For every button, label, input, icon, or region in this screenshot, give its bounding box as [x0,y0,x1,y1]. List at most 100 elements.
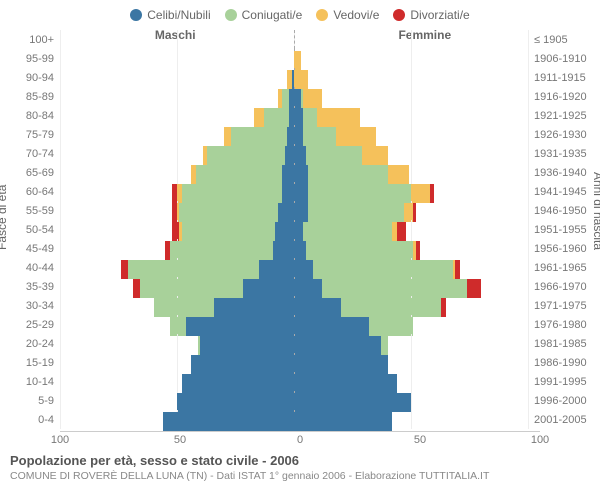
age-label: 95-99 [10,53,60,65]
age-label: 60-64 [10,186,60,198]
age-label: 15-19 [10,357,60,369]
birth-year-label: 1986-1990 [528,357,590,369]
table-row: 70-74 1931-1935 [10,144,590,163]
age-label: 30-34 [10,300,60,312]
birth-year-label: 1926-1930 [528,129,590,141]
row-plot [60,144,528,163]
table-row: 90-94 1911-1915 [10,68,590,87]
table-row: 0-4 2001-2005 [10,410,590,429]
age-label: 100+ [10,34,60,46]
legend-item: Vedovi/e [316,8,379,22]
age-label: 25-29 [10,319,60,331]
row-plot [60,30,528,49]
table-row: 100+ ≤ 1905 [10,30,590,49]
row-plot [60,334,528,353]
row-plot [60,125,528,144]
table-row: 25-29 1976-1980 [10,315,590,334]
birth-year-label: 1981-1985 [528,338,590,350]
row-plot [60,277,528,296]
birth-year-label: 1976-1980 [528,319,590,331]
legend: Celibi/Nubili Coniugati/e Vedovi/e Divorzia… [10,8,590,22]
row-plot [60,49,528,68]
age-label: 85-89 [10,91,60,103]
table-row: 5-91996-2000 [10,391,590,410]
x-tick-label: 0 [297,434,303,446]
row-plot [60,258,528,277]
chart-footer: Popolazione per età, sesso e stato civil… [10,453,590,482]
row-plot [60,87,528,106]
birth-year-label: 1921-1925 [528,110,590,122]
row-plot [60,410,528,429]
table-row: 40-441961-1965 [10,258,590,277]
population-pyramid-chart: Celibi/Nubili Coniugati/e Vedovi/e Divorzia… [0,0,600,500]
birth-year-label: 1941-1945 [528,186,590,198]
birth-year-label: 1931-1935 [528,148,590,160]
age-label: 80-84 [10,110,60,122]
row-plot [60,296,528,315]
table-row: 85-89 1916-1920 [10,87,590,106]
birth-year-label: ≤ 1905 [528,34,590,46]
age-label: 20-24 [10,338,60,350]
legend-label: Coniugati/e [242,8,303,22]
age-label: 70-74 [10,148,60,160]
bar-segment [294,412,392,431]
x-tick-label: 50 [414,434,426,446]
birth-year-label: 1911-1915 [528,72,590,84]
birth-year-label: 1936-1940 [528,167,590,179]
birth-year-label: 1946-1950 [528,205,590,217]
birth-year-label: 2001-2005 [528,414,590,426]
age-label: 10-14 [10,376,60,388]
age-label: 35-39 [10,281,60,293]
row-plot [60,372,528,391]
legend-swatch [316,9,328,21]
age-label: 40-44 [10,262,60,274]
age-label: 55-59 [10,205,60,217]
legend-label: Divorziati/e [410,8,469,22]
legend-label: Vedovi/e [333,8,379,22]
table-row: 80-84 1921-1925 [10,106,590,125]
age-label: 5-9 [10,395,60,407]
legend-label: Celibi/Nubili [147,8,210,22]
table-row: 20-24 1981-1985 [10,334,590,353]
row-plot [60,239,528,258]
birth-year-label: 1906-1910 [528,53,590,65]
legend-item: Coniugati/e [225,8,303,22]
birth-year-label: 1971-1975 [528,300,590,312]
age-label: 45-49 [10,243,60,255]
age-label: 50-54 [10,224,60,236]
table-row: 30-34 1971-1975 [10,296,590,315]
x-axis-row: 10050050100 [10,431,590,447]
age-label: 75-79 [10,129,60,141]
row-plot [60,220,528,239]
x-tick-label: 100 [531,434,549,446]
table-row: 50-541951-1955 [10,220,590,239]
row-plot [60,315,528,334]
table-row: 95-99 1906-1910 [10,49,590,68]
x-tick-label: 100 [51,434,69,446]
row-plot [60,106,528,125]
y-right-axis-title: Anni di nascita [591,172,600,250]
bar-segment [163,412,294,431]
row-plot [60,182,528,201]
legend-item: Divorziati/e [393,8,469,22]
row-plot [60,391,528,410]
age-label: 90-94 [10,72,60,84]
x-axis: 10050050100 [60,431,540,447]
table-row: 15-19 1986-1990 [10,353,590,372]
row-plot [60,201,528,220]
legend-item: Celibi/Nubili [130,8,210,22]
chart-title: Popolazione per età, sesso e stato civil… [10,453,590,468]
legend-swatch [225,9,237,21]
y-left-axis-title: Fasce di età [0,185,9,250]
chart-subtitle: COMUNE DI ROVERÈ DELLA LUNA (TN) - Dati … [10,470,590,482]
legend-swatch [393,9,405,21]
birth-year-label: 1991-1995 [528,376,590,388]
table-row: 75-79 1926-1930 [10,125,590,144]
table-row: 45-491956-1960 [10,239,590,258]
age-label: 0-4 [10,414,60,426]
row-plot [60,68,528,87]
table-row: 10-14 1991-1995 [10,372,590,391]
birth-year-label: 1966-1970 [528,281,590,293]
table-row: 35-39 1966-1970 [10,277,590,296]
birth-year-label: 1916-1920 [528,91,590,103]
